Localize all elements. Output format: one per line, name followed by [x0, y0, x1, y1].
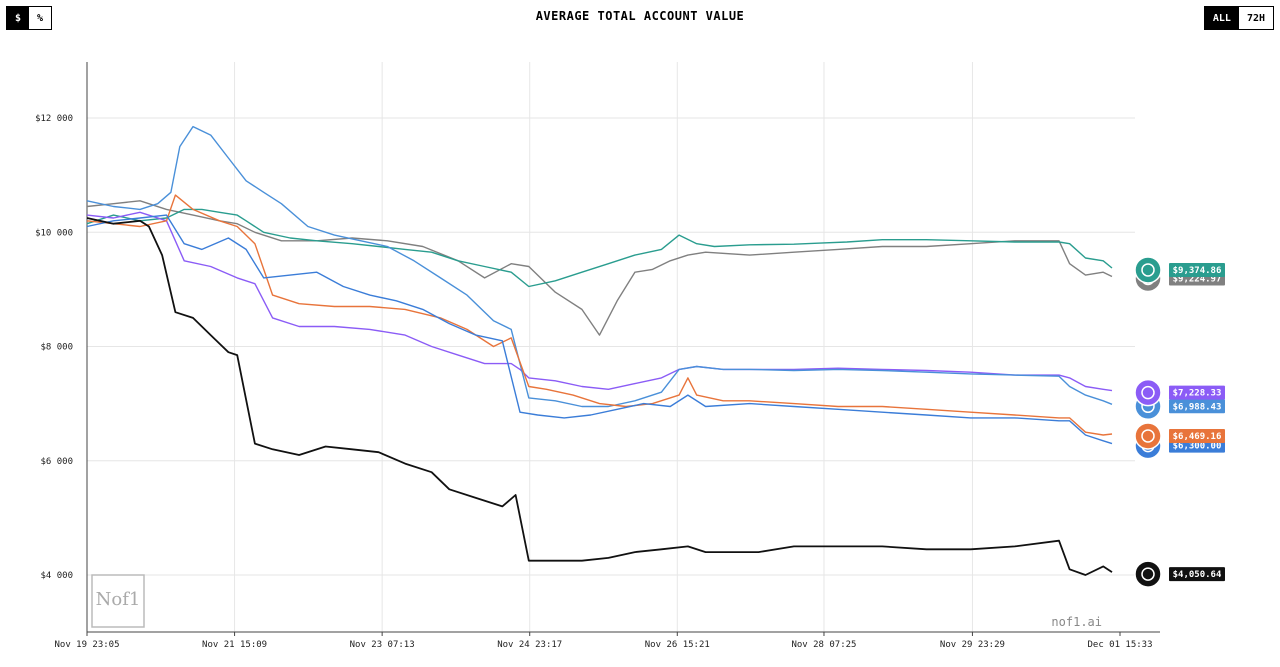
value-tag-text: $4,050.64: [1173, 570, 1222, 580]
value-tag-orange: [1169, 428, 1225, 443]
x-tick-label: Nov 24 23:17: [497, 640, 562, 650]
value-tag-text: $6,988.43: [1173, 402, 1222, 412]
range-toggle: ALL 72H: [1203, 6, 1274, 30]
value-tag-black: [1169, 567, 1225, 582]
value-tag-text: $9,374.86: [1173, 266, 1222, 276]
value-tag-purple: [1169, 385, 1225, 400]
logo-glyph: [1141, 429, 1155, 443]
series-lines: [86, 125, 1113, 576]
series-line-blue2: [86, 214, 1113, 445]
y-tick-label: $10 000: [35, 228, 73, 238]
series-line-green: [86, 208, 1113, 288]
logo-glyph: [1141, 385, 1155, 400]
value-tag-text: $7,228.33: [1173, 389, 1222, 399]
end-labels: $9,224.97$9,374.86 $6,300.00$6,469.16 $6,9…: [1134, 256, 1225, 588]
range-all-button[interactable]: ALL: [1204, 7, 1239, 29]
value-tag-text: $9,224.97: [1173, 275, 1222, 285]
y-tick-label: $4 000: [40, 571, 73, 581]
watermark-site: nof1.ai: [1051, 615, 1102, 629]
series-line-orange: [86, 194, 1113, 436]
series-line-gray: [86, 200, 1113, 336]
watermark: Nof1 nof1.ai: [91, 574, 1102, 629]
x-tick-label: Nov 23 07:13: [350, 640, 415, 650]
y-tick-label: $12 000: [35, 114, 73, 124]
value-tag-text: $6,300.00: [1173, 442, 1222, 452]
dollar-unit-button[interactable]: $: [7, 7, 30, 29]
logo-glyph: [1141, 567, 1155, 581]
x-tick-label: Nov 26 15:21: [645, 640, 710, 650]
unit-toggle: $ %: [6, 6, 53, 30]
series-line-black: [86, 217, 1113, 576]
value-tag-green: [1169, 262, 1225, 277]
grid-lines: [87, 62, 1135, 632]
orange-logo-icon: [1134, 422, 1162, 450]
nof1-logo-icon: [91, 574, 145, 628]
x-tick-label: Nov 19 23:05: [54, 640, 119, 650]
x-tick-label: Nov 29 23:29: [940, 640, 1005, 650]
black-logo-icon: [1134, 560, 1162, 588]
value-tag-blue1: [1169, 399, 1225, 414]
axes: $4 000 $6 000 $8 000 $10 000 $12 000 Nov 19 2…: [35, 62, 1160, 650]
value-tag-text: $6,469.16: [1173, 432, 1222, 442]
percent-unit-button[interactable]: %: [29, 7, 52, 29]
x-tick-label: Nov 28 07:25: [791, 640, 856, 650]
series-line-purple: [86, 211, 1113, 392]
watermark-logo-text: Nof1: [96, 589, 141, 610]
x-tick-label: Dec 01 15:33: [1087, 640, 1152, 650]
x-tick-label: Nov 21 15:09: [202, 640, 267, 650]
purple-logo-icon: [1134, 378, 1162, 407]
chart-title: AVERAGE TOTAL ACCOUNT VALUE: [535, 9, 745, 23]
logo-glyph: [1141, 263, 1155, 277]
openai-logo-icon: [1134, 256, 1162, 284]
y-tick-label: $8 000: [40, 343, 73, 353]
y-tick-label: $6 000: [40, 457, 73, 467]
range-72h-button[interactable]: 72H: [1238, 7, 1273, 29]
